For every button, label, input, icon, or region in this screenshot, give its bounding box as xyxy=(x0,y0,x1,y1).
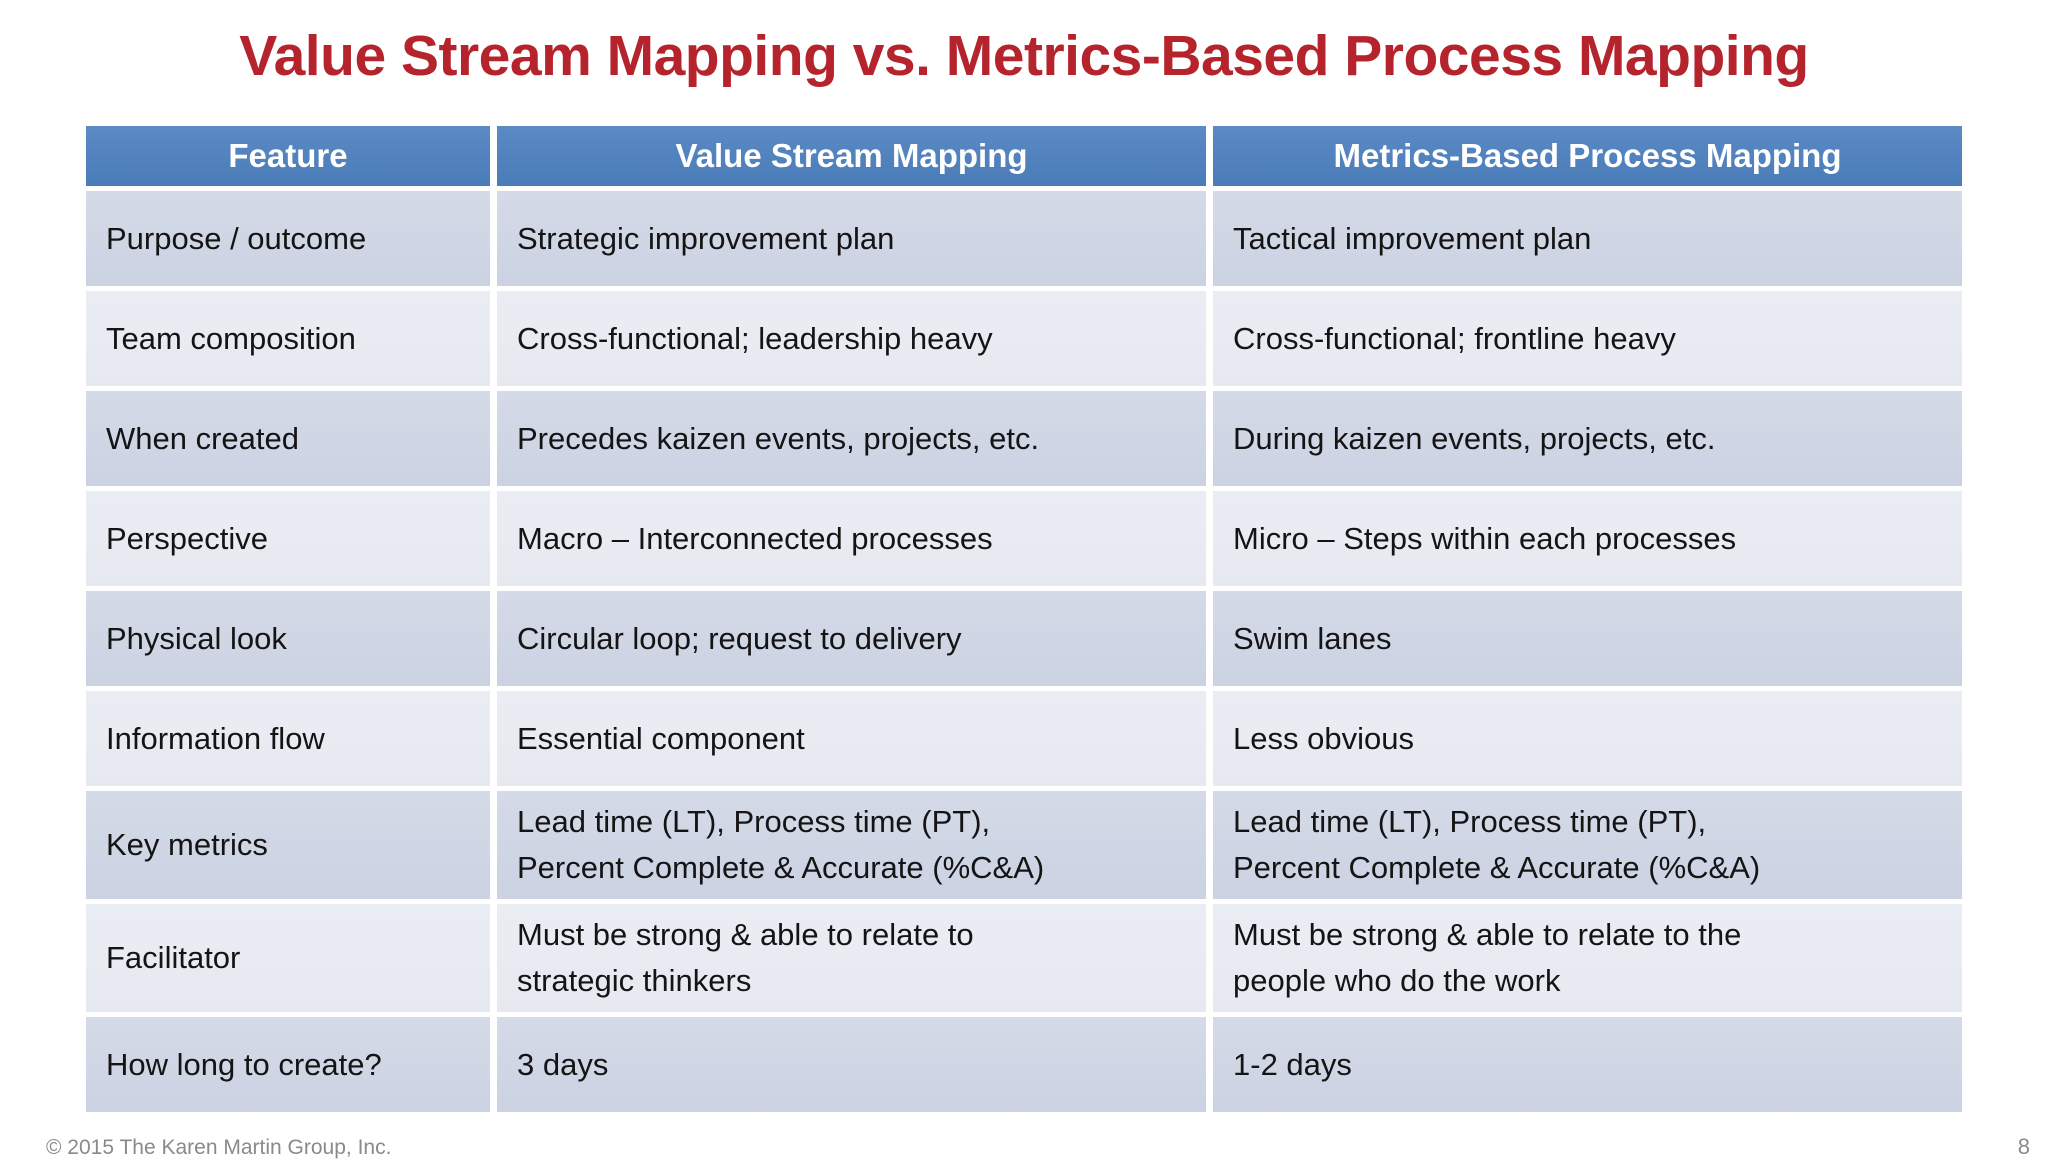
mbpm-cell: Lead time (LT), Process time (PT), Perce… xyxy=(1213,791,1962,904)
header-row: Feature Value Stream Mapping Metrics-Bas… xyxy=(86,126,1962,191)
vsm-cell: Strategic improvement plan xyxy=(497,191,1213,291)
mbpm-cell: Cross-functional; frontline heavy xyxy=(1213,291,1962,391)
column-header-vsm: Value Stream Mapping xyxy=(497,126,1213,191)
column-header-feature: Feature xyxy=(86,126,497,191)
feature-cell: How long to create? xyxy=(86,1017,497,1117)
table-row: Facilitator Must be strong & able to rel… xyxy=(86,904,1962,1017)
mbpm-cell: Tactical improvement plan xyxy=(1213,191,1962,291)
table-row: How long to create? 3 days 1-2 days xyxy=(86,1017,1962,1117)
column-header-mbpm: Metrics-Based Process Mapping xyxy=(1213,126,1962,191)
table-row: Purpose / outcome Strategic improvement … xyxy=(86,191,1962,291)
table-body: Purpose / outcome Strategic improvement … xyxy=(86,191,1962,1117)
copyright-text: © 2015 The Karen Martin Group, Inc. xyxy=(46,1136,392,1159)
mbpm-cell: Micro – Steps within each processes xyxy=(1213,491,1962,591)
vsm-cell: Lead time (LT), Process time (PT), Perce… xyxy=(497,791,1213,904)
feature-cell: Information flow xyxy=(86,691,497,791)
mbpm-cell: Must be strong & able to relate to the p… xyxy=(1213,904,1962,1017)
comparison-table: Feature Value Stream Mapping Metrics-Bas… xyxy=(86,126,1962,1117)
page-title: Value Stream Mapping vs. Metrics-Based P… xyxy=(239,24,1809,88)
feature-cell: Physical look xyxy=(86,591,497,691)
vsm-cell: Circular loop; request to delivery xyxy=(497,591,1213,691)
vsm-cell: Precedes kaizen events, projects, etc. xyxy=(497,391,1213,491)
vsm-cell: 3 days xyxy=(497,1017,1213,1117)
table-row: Key metrics Lead time (LT), Process time… xyxy=(86,791,1962,904)
mbpm-cell: 1-2 days xyxy=(1213,1017,1962,1117)
feature-cell: Purpose / outcome xyxy=(86,191,497,291)
feature-cell: When created xyxy=(86,391,497,491)
mbpm-cell: Swim lanes xyxy=(1213,591,1962,691)
table-row: Information flow Essential component Les… xyxy=(86,691,1962,791)
table-row: Physical look Circular loop; request to … xyxy=(86,591,1962,691)
feature-cell: Team composition xyxy=(86,291,497,391)
vsm-cell: Macro – Interconnected processes xyxy=(497,491,1213,591)
table-header: Feature Value Stream Mapping Metrics-Bas… xyxy=(86,126,1962,191)
feature-cell: Facilitator xyxy=(86,904,497,1017)
mbpm-cell: Less obvious xyxy=(1213,691,1962,791)
slide: { "title": "Value Stream Mapping vs. Met… xyxy=(0,22,2048,1174)
page-number: 8 xyxy=(2017,1134,2030,1159)
table-row: Perspective Macro – Interconnected proce… xyxy=(86,491,1962,591)
feature-cell: Key metrics xyxy=(86,791,497,904)
table-row: When created Precedes kaizen events, pro… xyxy=(86,391,1962,491)
feature-cell: Perspective xyxy=(86,491,497,591)
vsm-cell: Must be strong & able to relate to strat… xyxy=(497,904,1213,1017)
table-row: Team composition Cross-functional; leade… xyxy=(86,291,1962,391)
vsm-cell: Essential component xyxy=(497,691,1213,791)
mbpm-cell: During kaizen events, projects, etc. xyxy=(1213,391,1962,491)
vsm-cell: Cross-functional; leadership heavy xyxy=(497,291,1213,391)
